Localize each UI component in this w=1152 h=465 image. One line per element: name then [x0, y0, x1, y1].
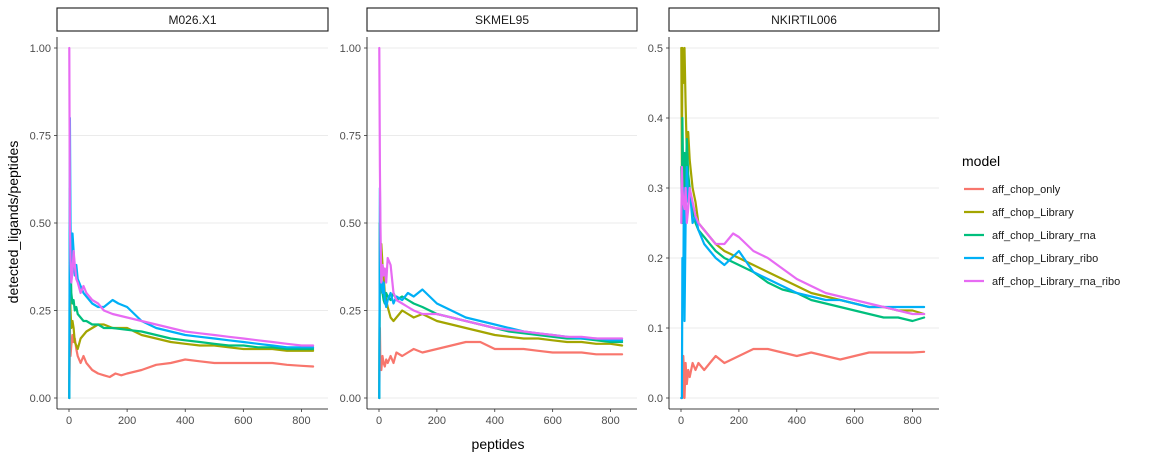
- legend-label: aff_chop_Library: [992, 207, 1074, 219]
- y-tick-label: 0.50: [340, 218, 361, 230]
- x-tick-label: 600: [845, 415, 863, 427]
- legend-label: aff_chop_Library_ribo: [992, 253, 1098, 265]
- y-tick-label: 0.00: [340, 393, 361, 405]
- y-tick-label: 0.3: [648, 183, 663, 195]
- x-tick-label: 600: [543, 415, 561, 427]
- legend-label: aff_chop_Library_rna_ribo: [992, 276, 1120, 288]
- legend-label: aff_chop_Library_rna: [992, 230, 1097, 242]
- x-tick-label: 600: [234, 415, 252, 427]
- series-line-aff-chop-Library-ribo: [680, 165, 926, 400]
- facet-strip: [56, 7, 329, 32]
- y-tick-label: 0.0: [648, 393, 663, 405]
- facet-strip-label: NKIRTIL006: [771, 13, 837, 27]
- series-line-aff-chop-Library-rna-ribo: [68, 46, 315, 347]
- facet-strip-label: M026.X1: [168, 13, 216, 27]
- legend-title: model: [962, 153, 1000, 169]
- y-tick-label: 0.75: [30, 131, 51, 143]
- y-tick-label: 1.00: [30, 43, 51, 55]
- y-tick-label: 0.1: [648, 323, 663, 335]
- x-tick-label: 400: [486, 415, 504, 427]
- y-tick-label: 0.25: [340, 306, 361, 318]
- x-tick-label: 200: [730, 415, 748, 427]
- x-tick-label: 800: [903, 415, 921, 427]
- y-tick-label: 1.00: [340, 43, 361, 55]
- y-tick-label: 0.4: [648, 113, 663, 125]
- series-line-aff-chop-Library-rna: [378, 221, 624, 400]
- facet-strip-label: SKMEL95: [475, 13, 529, 27]
- series-line-aff-chop-only: [68, 326, 315, 400]
- x-tick-label: 0: [376, 415, 382, 427]
- facet-strip: [366, 7, 638, 32]
- series-line-aff-chop-Library-ribo: [68, 116, 315, 400]
- series-line-aff-chop-Library-rna: [68, 186, 315, 400]
- y-tick-label: 0.25: [30, 306, 51, 318]
- x-tick-label: 0: [66, 415, 72, 427]
- x-tick-label: 800: [292, 415, 310, 427]
- x-tick-label: 0: [678, 415, 684, 427]
- y-axis-title: detected_ligands/peptides: [5, 141, 21, 304]
- series-line-aff-chop-Library-rna: [680, 116, 926, 323]
- x-tick-label: 200: [428, 415, 446, 427]
- x-tick-label: 800: [601, 415, 619, 427]
- x-tick-label: 400: [788, 415, 806, 427]
- series-line-aff-chop-Library-rna-ribo: [680, 165, 926, 316]
- y-tick-label: 0.2: [648, 253, 663, 265]
- series-line-aff-chop-only: [680, 347, 926, 400]
- facet-strip: [668, 7, 940, 32]
- y-tick-label: 0.00: [30, 393, 51, 405]
- y-tick-label: 0.5: [648, 43, 663, 55]
- legend-label: aff_chop_only: [992, 184, 1061, 196]
- series-line-aff-chop-Library-rna-ribo: [378, 46, 624, 340]
- x-axis-title: peptides: [472, 436, 525, 452]
- series-line-aff-chop-Library-ribo: [378, 186, 624, 400]
- series-line-aff-chop-only: [378, 326, 624, 400]
- series-line-aff-chop-Library: [68, 281, 315, 400]
- x-tick-label: 400: [176, 415, 194, 427]
- x-tick-label: 200: [118, 415, 136, 427]
- y-tick-label: 0.50: [30, 218, 51, 230]
- y-tick-label: 0.75: [340, 131, 361, 143]
- series-line-aff-chop-Library: [680, 46, 926, 316]
